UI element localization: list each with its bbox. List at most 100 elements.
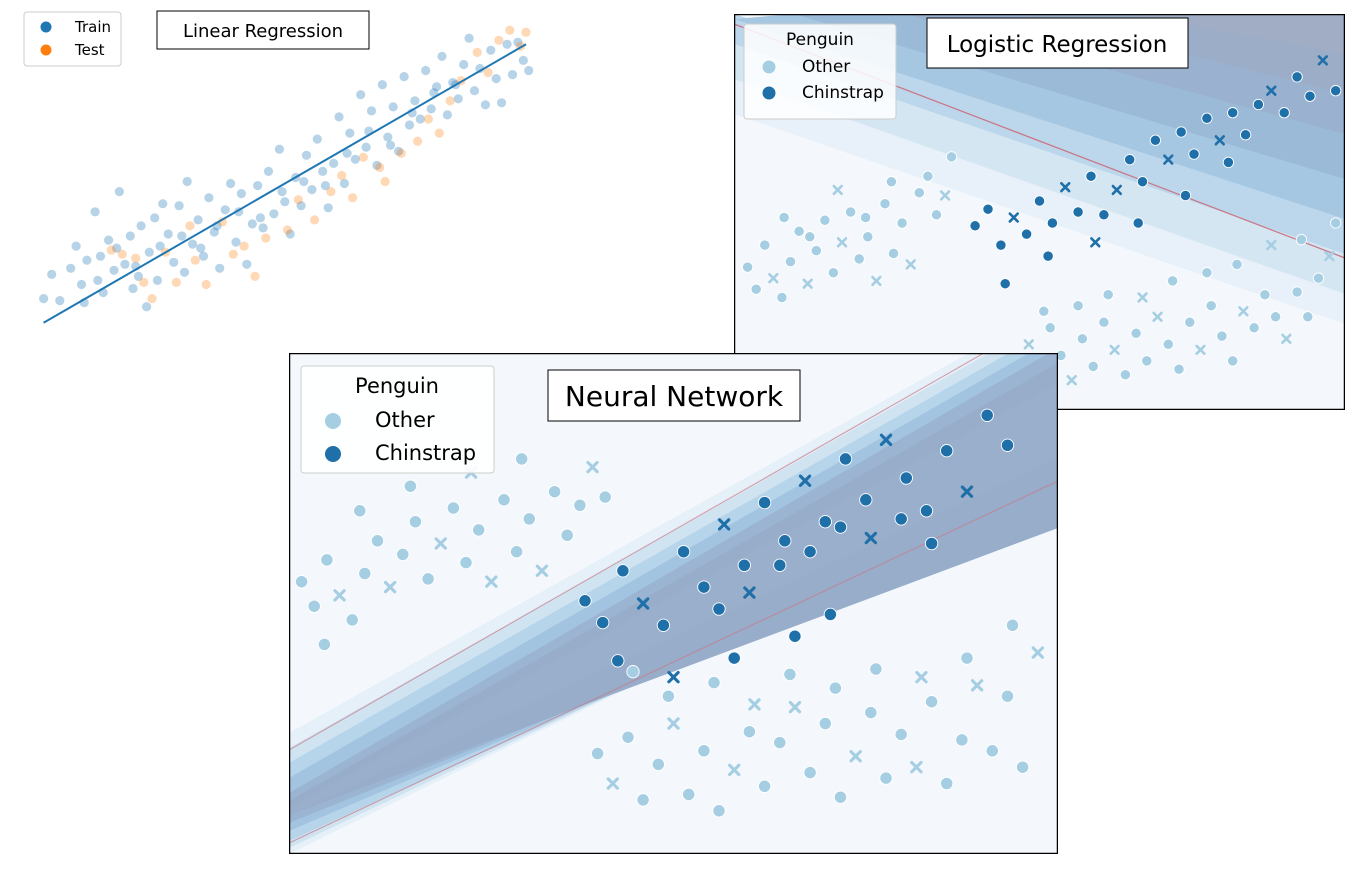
nn-train-point-other — [985, 744, 999, 758]
nn-train-point-other — [661, 689, 676, 703]
linear-point-train — [209, 227, 219, 237]
linear-point-train — [404, 120, 415, 130]
nn-train-point-other — [547, 485, 562, 499]
linear-point-train — [480, 100, 490, 110]
linear-point-train — [459, 59, 469, 70]
nn-train-point-other — [358, 566, 372, 581]
linear-point-train — [388, 102, 398, 112]
linear-point-train — [163, 229, 173, 239]
linear-point-train — [144, 247, 154, 257]
nn-test-point-other — [383, 580, 397, 594]
linear-point-train — [464, 33, 474, 43]
logistic-train-point-other — [1231, 258, 1243, 271]
logistic-train-point-chinstrap — [999, 278, 1011, 290]
nn-test-point-chinstrap — [717, 518, 731, 531]
linear-point-train — [66, 263, 76, 273]
nn-train-point-other — [757, 779, 772, 793]
linear-point-test — [483, 67, 493, 78]
linear-point-test — [139, 277, 149, 287]
nn-train-point-chinstrap — [980, 408, 994, 422]
logistic-train-point-other — [930, 209, 943, 221]
linear-point-train — [109, 265, 119, 275]
logistic-train-point-other — [1087, 360, 1099, 373]
logistic-train-point-other — [741, 261, 754, 273]
logistic-test-point-chinstrap — [1090, 237, 1101, 248]
linear-point-train — [442, 110, 452, 120]
linear-point-test — [293, 195, 303, 205]
linear-point-train — [76, 279, 87, 290]
nn-train-point-other — [421, 572, 435, 586]
logistic-train-point-chinstrap — [1132, 217, 1144, 229]
nn-train-point-other — [621, 730, 635, 744]
linear-point-test — [106, 245, 116, 255]
logistic-train-point-chinstrap — [1124, 153, 1136, 166]
nn-train-point-chinstrap — [859, 493, 873, 507]
linear-point-test — [147, 294, 157, 304]
linear-point-train — [318, 166, 328, 176]
logistic-train-point-chinstrap — [982, 203, 994, 215]
linear-point-train — [258, 223, 268, 233]
nn-test-point-other — [1031, 646, 1045, 659]
logistic-train-point-other — [776, 291, 788, 304]
logistic-train-point-chinstrap — [1046, 217, 1059, 229]
nn-train-point-other — [446, 501, 461, 515]
linear-point-train — [491, 74, 501, 84]
legend-marker-train — [40, 21, 52, 33]
logistic-train-point-chinstrap — [995, 239, 1007, 251]
nn-test-point-other — [535, 564, 549, 577]
nn-legend: Penguin Other Chinstrap — [300, 365, 495, 474]
linear-point-train — [174, 201, 184, 211]
legend-marker-chinstrap — [761, 85, 777, 101]
nn-train-point-other — [370, 534, 385, 548]
linear-point-test — [326, 187, 336, 197]
nn-legend-label-chinstrap: Chinstrap — [375, 441, 476, 465]
linear-point-test — [201, 279, 211, 290]
linear-point-train — [193, 215, 203, 225]
linear-point-train — [136, 221, 146, 231]
nn-train-point-other — [712, 804, 726, 818]
logistic-train-point-other — [1166, 275, 1179, 287]
nn-test-point-chinstrap — [879, 433, 893, 447]
logistic-test-point-other — [1324, 250, 1335, 262]
nn-legend-marker-other — [324, 412, 342, 430]
linear-point-train — [226, 178, 236, 189]
linear-point-test — [375, 162, 385, 172]
linear-point-train — [93, 275, 103, 285]
nn-train-point-other — [894, 727, 908, 742]
nn-test-point-other — [970, 679, 984, 692]
nn-train-point-chinstrap — [737, 558, 751, 572]
logistic-train-point-chinstrap — [1033, 195, 1046, 207]
logistic-train-point-other — [1076, 333, 1089, 345]
linear-point-train — [497, 98, 507, 108]
logistic-train-point-other — [922, 170, 934, 182]
linear-point-train — [410, 96, 420, 106]
nn-test-point-other — [333, 589, 346, 602]
logistic-train-point-other — [1038, 305, 1050, 317]
logistic-train-point-chinstrap — [1179, 189, 1192, 202]
linear-point-train — [502, 39, 512, 49]
logistic-train-point-other — [844, 206, 857, 218]
linear-point-train — [507, 70, 518, 80]
logistic-train-point-other — [1205, 300, 1217, 312]
linear-point-train — [312, 134, 322, 144]
logistic-test-point-other — [802, 278, 813, 289]
logistic-train-point-other — [1291, 286, 1303, 298]
linear-point-train — [299, 176, 309, 187]
logistic-test-point-other — [768, 272, 779, 284]
nn-test-point-other — [667, 717, 680, 730]
linear-point-train — [179, 267, 190, 277]
linear-point-train — [285, 229, 295, 239]
linear-point-test — [413, 136, 423, 146]
linear-point-train — [253, 181, 263, 191]
nn-train-point-chinstrap — [757, 495, 772, 510]
linear-point-train — [55, 296, 65, 306]
nn-train-point-chinstrap — [727, 651, 741, 665]
linear-point-train — [469, 86, 480, 96]
nn-train-point-chinstrap — [596, 615, 610, 630]
logistic-train-point-other — [1269, 311, 1282, 323]
linear-point-train — [263, 166, 274, 176]
logistic-train-point-other — [1302, 311, 1314, 323]
logistic-train-point-other — [1162, 338, 1174, 350]
linear-point-train — [301, 150, 312, 160]
linear-point-train — [198, 251, 209, 261]
